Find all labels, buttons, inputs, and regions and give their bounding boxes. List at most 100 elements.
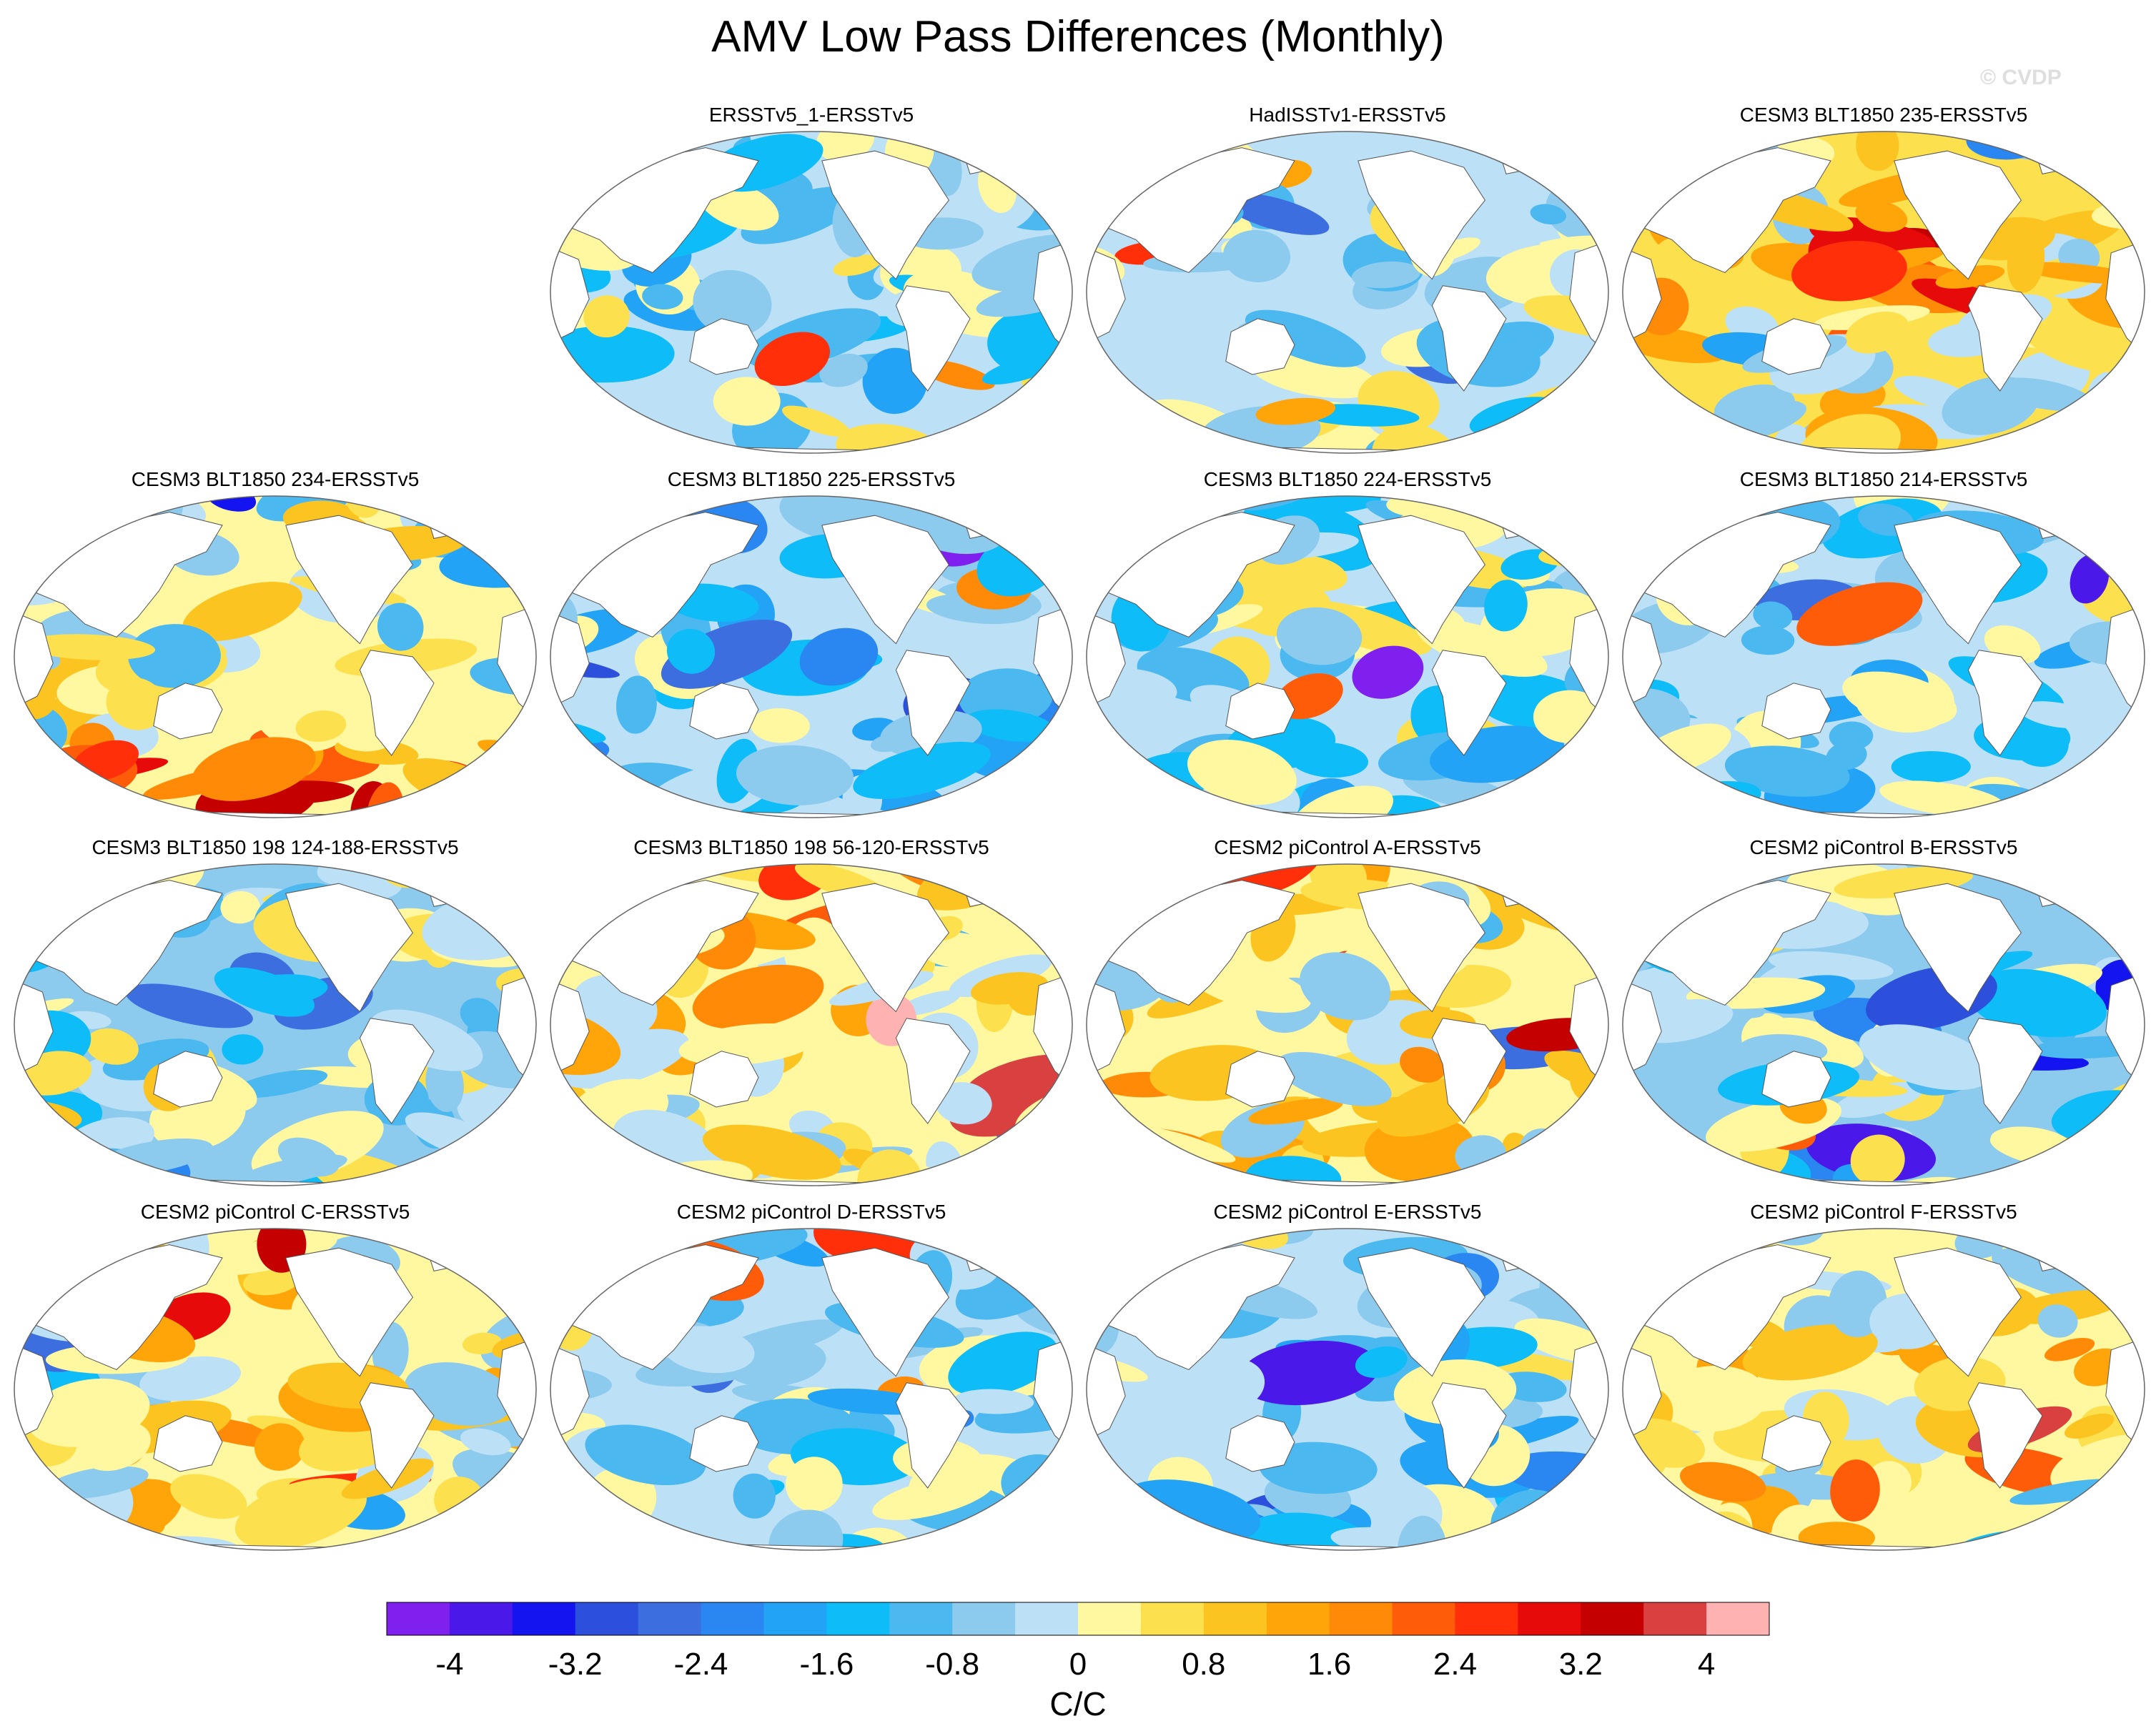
sst-anomaly-patch [1967,968,2107,1038]
sst-anomaly-patch [1530,204,1566,225]
colorbar-swatch [1455,1602,1518,1635]
sst-field [1087,1229,1608,1550]
map-outline [1086,131,1609,454]
landmass [1623,1342,1662,1443]
landmass [689,318,759,375]
colorbar-swatch [1015,1602,1079,1635]
sst-anomaly-patch [1222,192,1330,235]
landmass [1967,650,2043,756]
panel-title: CESM2 piControl F-ERSSTv5 [1750,1201,2017,1223]
landmass [895,650,971,756]
panel-title: CESM2 piControl E-ERSSTv5 [1213,1201,1482,1223]
panel-title: CESM2 piControl B-ERSSTv5 [1749,836,2018,858]
landmass [550,978,590,1078]
sst-anomaly-patch [1830,1459,1880,1522]
map-outline [1622,131,2145,454]
sst-anomaly-patch [1275,1051,1392,1106]
sst-anomaly-patch [2044,1338,2095,1362]
sst-anomaly-patch [1295,496,1381,513]
sst-anomaly-patch [1623,387,1665,424]
landmass [1431,285,1507,392]
sst-anomaly-patch [872,1474,994,1520]
sst-anomaly-patch [550,497,587,529]
colorbar-swatch [1203,1602,1267,1635]
colorbar-swatch [1140,1602,1205,1635]
sst-anomaly-patch [693,269,772,337]
panel-title: CESM2 piControl A-ERSSTv5 [1214,836,1481,858]
landmass [1431,650,1507,756]
sst-anomaly-patch [1845,311,1909,354]
colorbar-swatch [1329,1602,1393,1635]
sst-anomaly-patch [1355,1346,1408,1379]
sst-anomaly-patch [222,1034,264,1065]
map-panel: CESM2 piControl F-ERSSTv5 [1616,1201,2152,1558]
sst-anomaly-patch [220,891,260,924]
sst-anomaly-patch [2047,414,2119,453]
landmass [1761,683,1831,740]
sst-field [1623,132,2145,453]
colorbar-tick-label: 0 [1069,1647,1087,1682]
sst-anomaly-patch [1465,436,1548,453]
sst-anomaly-patch [295,710,347,742]
sst-anomaly-patch [1290,742,1369,778]
map-outline [1086,1228,1609,1551]
sst-anomaly-patch [1459,1169,1495,1186]
colorbar-tick-label: -3.2 [548,1647,603,1682]
sst-anomaly-patch [1087,746,1139,795]
sst-field [550,132,1072,453]
sst-anomaly-patch [1850,1134,1905,1186]
map-plot [1086,863,1609,1186]
sst-anomaly-patch [1352,645,1424,699]
map-panel: CESM3 BLT1850 235-ERSSTv5 [1616,104,2152,461]
sst-anomaly-patch [1527,501,1591,530]
map-panel: CESM3 BLT1850 224-ERSSTv5 [1079,468,1616,825]
landmass [895,1382,971,1489]
sst-anomaly-patch [2120,420,2145,440]
sst-anomaly-patch [14,1124,67,1157]
sst-anomaly-patch [952,1389,1034,1414]
landmass [1358,1247,1486,1377]
colorbar-swatch [575,1602,639,1635]
sst-anomaly-patch [965,709,1056,742]
sst-anomaly-patch [768,1509,844,1550]
map-plot [550,131,1073,454]
sst-anomaly-patch [1842,671,1957,727]
landmass [821,883,950,1013]
map-plot [550,863,1073,1186]
sst-anomaly-patch [2106,179,2145,214]
map-panel: CESM2 piControl B-ERSSTv5 [1616,836,2152,1194]
sst-anomaly-patch [2037,1304,2078,1338]
sst-anomaly-patch [1637,1159,1725,1186]
landmass [1431,1382,1507,1489]
sst-anomaly-patch [1255,397,1336,425]
sst-anomaly-patch [965,1054,1070,1099]
landmass [1431,1018,1507,1124]
sst-anomaly-patch [2064,496,2102,546]
sst-anomaly-patch [1087,1147,1147,1176]
sst-anomaly-patch [488,1487,536,1516]
sst-anomaly-patch [1001,873,1072,906]
map-plot [14,1228,537,1551]
sst-anomaly-patch [1466,132,1570,146]
map-plot [1622,1228,2145,1551]
sst-anomaly-patch [1087,1165,1135,1186]
map-panel: CESM2 piControl A-ERSSTv5 [1079,836,1616,1194]
sst-anomaly-patch [870,733,909,753]
map-plot [550,1228,1073,1551]
colorbar-tick-label: -1.6 [799,1647,854,1682]
sst-anomaly-patch [2052,1517,2097,1543]
sst-anomaly-patch [550,1264,596,1293]
sst-anomaly-patch [560,496,603,520]
sst-anomaly-patch [256,496,367,522]
sst-anomaly-patch [1245,1156,1342,1186]
sst-anomaly-patch [1094,132,1134,182]
sst-anomaly-patch [2022,317,2134,372]
sst-anomaly-patch [816,132,875,162]
sst-anomaly-patch [1187,739,1297,805]
sst-anomaly-patch [785,1457,843,1512]
sst-anomaly-patch [1087,1233,1200,1255]
map-outline [550,131,1073,454]
colorbar-tick-label: 3.2 [1559,1647,1603,1682]
sst-anomaly-patch [50,1500,94,1530]
sst-anomaly-patch [1855,200,1908,232]
